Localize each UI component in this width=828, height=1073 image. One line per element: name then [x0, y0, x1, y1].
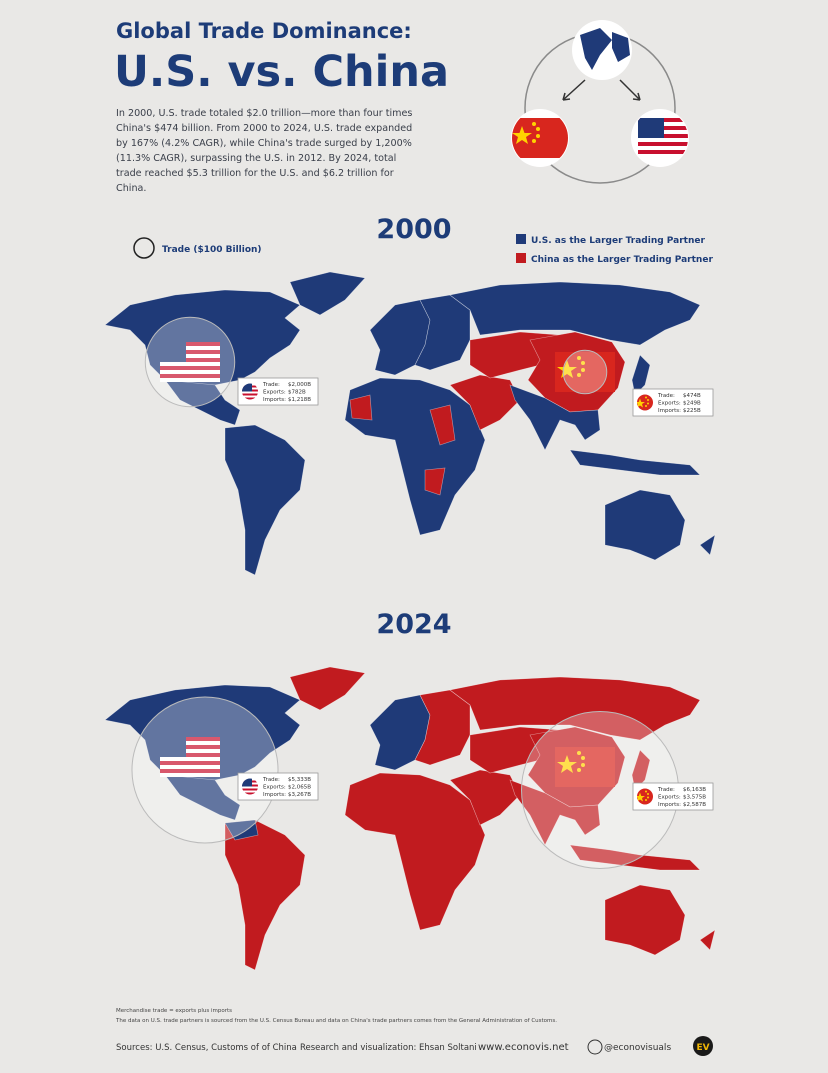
stat-value: $2,587B [683, 802, 706, 808]
stat-value: $249B [683, 401, 701, 407]
stat-label: Imports: [263, 397, 286, 403]
stat-label: Trade: [657, 787, 675, 793]
legend-us: U.S. as the Larger Trading Partner [531, 236, 705, 246]
stat-value: $1,218B [288, 397, 311, 403]
title-line2: U.S. vs. China [114, 47, 449, 97]
year-label: 2000 [376, 214, 451, 245]
footer-note: The data on U.S. trade partners is sourc… [115, 1018, 557, 1024]
legend-bubble [133, 237, 155, 259]
trade-bubble [144, 316, 236, 408]
stat-value: $3,267B [288, 792, 311, 798]
stat-value: $5,333B [288, 777, 311, 783]
intro-text: In 2000, U.S. trade totaled $2.0 trillio… [116, 108, 413, 194]
legend-swatch [516, 253, 526, 263]
stat-label: Trade: [657, 393, 675, 399]
world-map [104, 271, 716, 576]
legend-china: China as the Larger Trading Partner [531, 255, 713, 265]
legend-swatch [516, 234, 526, 244]
footer-website: www.econovis.net [478, 1042, 569, 1053]
flag-icon [241, 777, 259, 796]
x-icon [587, 1039, 603, 1055]
footer-social: @econovisuals [604, 1043, 671, 1053]
stat-label: Imports: [263, 792, 286, 798]
flag-icon [241, 382, 259, 401]
stat-label: Exports: [263, 785, 286, 791]
year-label: 2024 [376, 609, 451, 640]
stat-label: Exports: [658, 795, 681, 801]
stat-value: $782B [288, 390, 306, 396]
stat-label: Exports: [263, 390, 286, 396]
footer-note: Merchandise trade = exports plus imports [116, 1008, 232, 1014]
stat-value: $474B [683, 393, 701, 399]
trade-bubble [562, 349, 608, 395]
logo: EV [696, 1043, 709, 1053]
legend-bubble-label: Trade ($100 Billion) [162, 245, 262, 255]
flag-icon [636, 787, 654, 806]
stat-value: $225B [683, 408, 701, 414]
stat-value: $2,000B [288, 382, 311, 388]
logo-bg [693, 1036, 713, 1056]
stat-label: Imports: [658, 408, 681, 414]
footer-sources: Sources: U.S. Census, Customs of of Chin… [116, 1043, 297, 1053]
stat-value: $2,065B [288, 785, 311, 791]
flag-icon [636, 393, 654, 412]
title-line1: Global Trade Dominance: [116, 19, 412, 43]
stat-label: Exports: [658, 401, 681, 407]
stat-value: $3,575B [683, 795, 706, 801]
globe-illustration [511, 20, 689, 184]
footer-credit: Research and visualization: Ehsan Soltan… [300, 1043, 477, 1053]
stat-label: Imports: [658, 802, 681, 808]
stat-label: Trade: [262, 777, 280, 783]
trade-bubble [131, 696, 279, 844]
world-map [104, 666, 716, 971]
stat-value: $6,163B [683, 787, 706, 793]
stat-label: Trade: [262, 382, 280, 388]
